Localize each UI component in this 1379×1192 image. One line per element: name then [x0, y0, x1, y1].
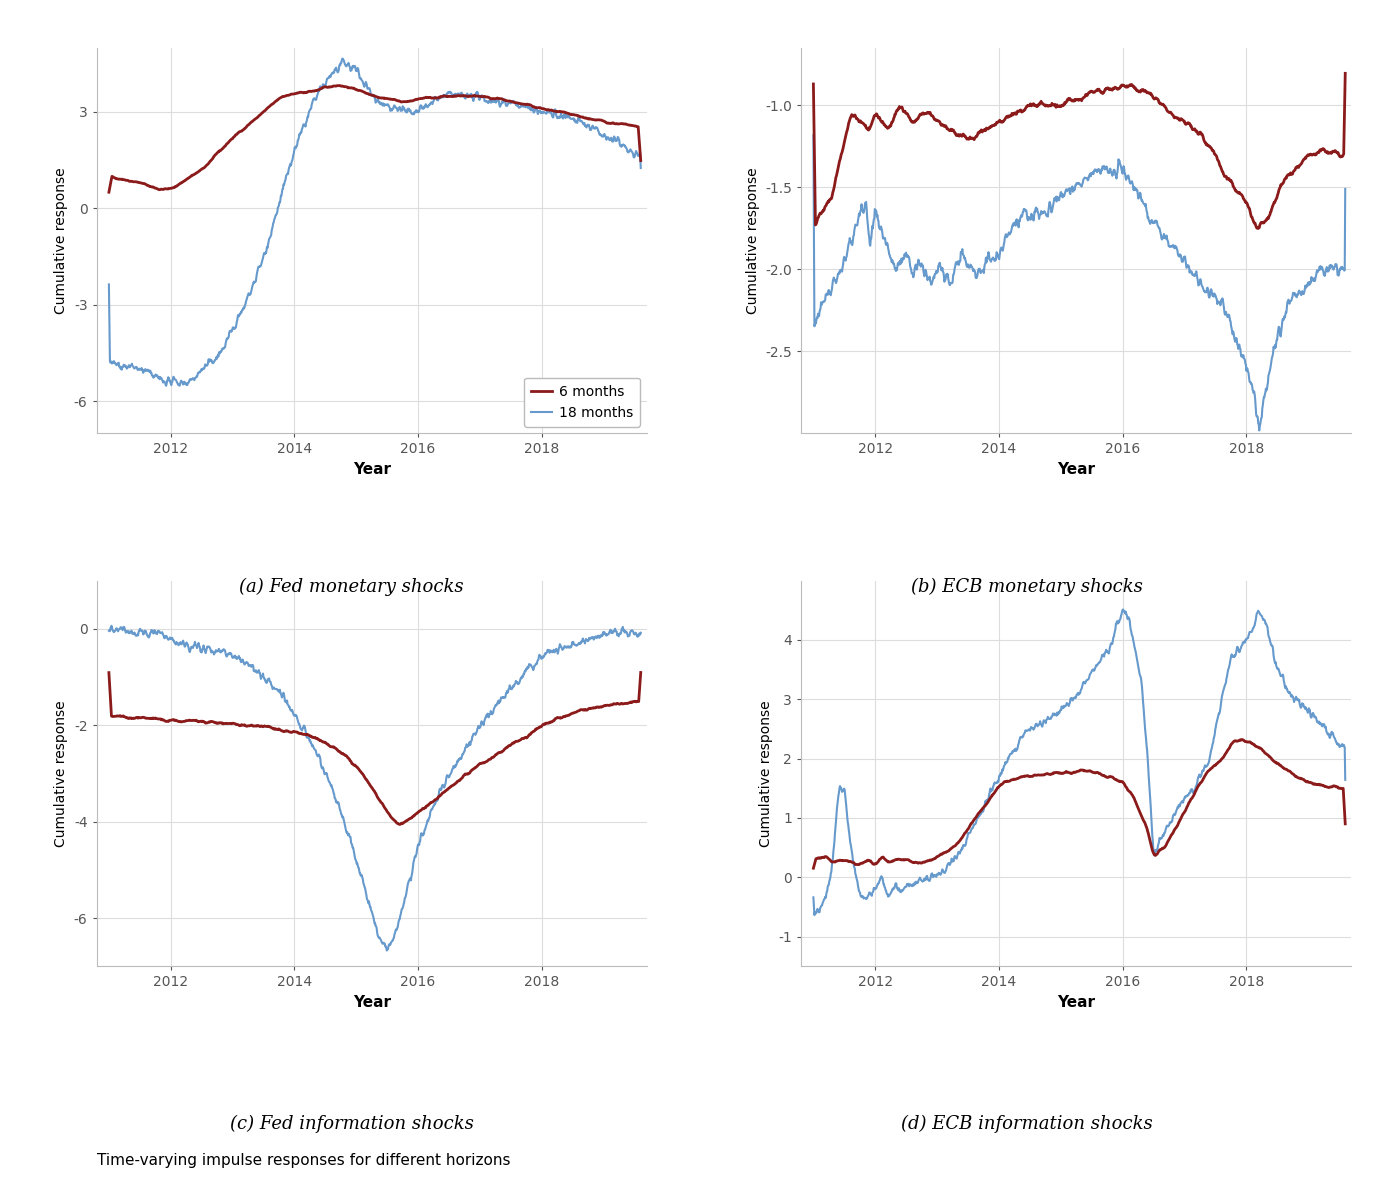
X-axis label: Year: Year	[1058, 995, 1095, 1010]
Text: (b) ECB monetary shocks: (b) ECB monetary shocks	[912, 578, 1143, 596]
X-axis label: Year: Year	[353, 995, 390, 1010]
Y-axis label: Cumulative response: Cumulative response	[746, 167, 760, 313]
Y-axis label: Cumulative response: Cumulative response	[54, 167, 68, 313]
Text: Time-varying impulse responses for different horizons: Time-varying impulse responses for diffe…	[97, 1153, 510, 1168]
Y-axis label: Cumulative response: Cumulative response	[54, 700, 68, 846]
Text: (c) Fed information shocks: (c) Fed information shocks	[230, 1115, 473, 1132]
X-axis label: Year: Year	[1058, 462, 1095, 477]
Y-axis label: Cumulative response: Cumulative response	[758, 700, 772, 846]
Text: (a) Fed monetary shocks: (a) Fed monetary shocks	[240, 578, 463, 596]
Legend: 6 months, 18 months: 6 months, 18 months	[524, 378, 640, 427]
X-axis label: Year: Year	[353, 462, 390, 477]
Text: (d) ECB information shocks: (d) ECB information shocks	[902, 1115, 1153, 1132]
